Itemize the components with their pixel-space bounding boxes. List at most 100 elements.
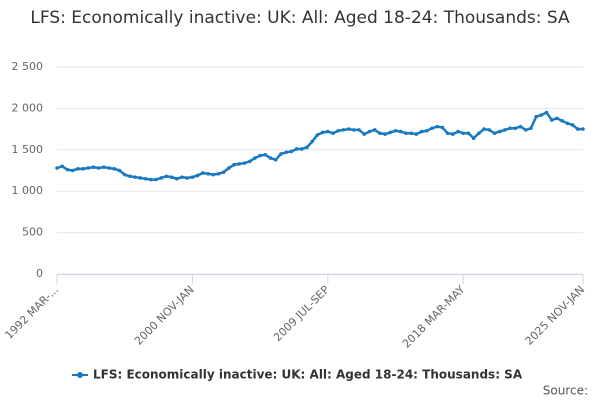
data-point <box>513 126 518 131</box>
data-point <box>190 175 195 179</box>
data-point <box>466 131 471 136</box>
data-point <box>122 172 127 177</box>
data-point <box>581 127 585 131</box>
data-point <box>362 132 367 136</box>
data-point <box>440 125 445 130</box>
data-point <box>346 127 351 131</box>
data-point <box>299 147 304 151</box>
data-point <box>253 156 257 160</box>
data-point <box>341 128 346 132</box>
data-point <box>393 128 398 133</box>
x-tick-label: 2009 JUL-SEP <box>271 283 332 344</box>
data-point <box>117 168 122 173</box>
data-point <box>96 166 101 170</box>
data-point <box>487 128 492 132</box>
data-point <box>570 123 575 127</box>
source-label: Source: <box>543 384 588 398</box>
data-point <box>128 174 132 179</box>
data-point <box>86 166 91 170</box>
data-point <box>477 131 481 136</box>
data-point <box>492 131 497 136</box>
y-tick-label: 1 500 <box>12 143 44 156</box>
data-point <box>216 172 221 176</box>
data-point <box>357 128 361 132</box>
data-point <box>575 127 580 131</box>
data-point <box>279 152 283 156</box>
data-point <box>503 128 507 132</box>
data-point <box>305 145 309 150</box>
y-tick-label: 500 <box>22 226 43 239</box>
data-point <box>55 166 59 170</box>
data-point <box>544 110 549 115</box>
data-point <box>185 176 189 180</box>
data-point <box>331 131 335 136</box>
data-point <box>227 166 231 170</box>
y-tick-label: 0 <box>36 267 43 280</box>
chart-title: LFS: Economically inactive: UK: All: Age… <box>30 8 570 28</box>
data-point <box>242 161 247 165</box>
data-point <box>404 131 408 136</box>
data-point <box>148 177 153 182</box>
data-point <box>388 130 393 135</box>
data-point <box>539 113 544 117</box>
data-point <box>508 126 512 131</box>
data-point <box>289 149 294 154</box>
data-point <box>263 152 268 157</box>
data-point <box>398 129 403 134</box>
data-point <box>565 121 570 126</box>
data-point <box>419 129 424 134</box>
data-point <box>461 131 466 136</box>
data-point <box>456 129 460 134</box>
data-point <box>154 177 158 182</box>
data-point <box>445 131 450 136</box>
data-point <box>497 129 502 134</box>
data-point <box>320 130 325 135</box>
data-point <box>81 167 85 171</box>
data-point <box>201 171 205 175</box>
data-point <box>65 167 70 172</box>
data-point <box>60 164 65 169</box>
data-point <box>352 128 356 132</box>
legend-label: LFS: Economically inactive: UK: All: Age… <box>93 368 523 382</box>
data-point <box>383 132 387 136</box>
y-tick-label: 2 000 <box>12 101 44 114</box>
data-point <box>112 167 117 171</box>
data-point <box>206 172 210 176</box>
data-point <box>211 172 216 177</box>
y-tick-label: 1 000 <box>12 184 44 197</box>
data-point <box>174 176 179 181</box>
legend-marker <box>77 372 83 378</box>
x-tick-label: 2000 NOV-JAN <box>132 283 197 348</box>
x-tick-label: 1992 MAR-... <box>2 283 61 342</box>
data-point <box>268 156 273 160</box>
data-point <box>482 127 486 131</box>
data-point <box>367 129 372 134</box>
data-point <box>326 129 330 134</box>
y-tick-label: 2 500 <box>12 60 44 73</box>
data-point <box>560 119 564 123</box>
data-point <box>310 139 314 144</box>
data-point <box>164 174 169 179</box>
data-point <box>529 126 533 131</box>
data-point <box>102 165 106 169</box>
data-point <box>195 173 200 178</box>
data-point <box>91 165 96 169</box>
data-point <box>451 132 455 136</box>
data-point <box>258 153 262 158</box>
data-point <box>336 128 341 133</box>
data-point <box>76 167 80 171</box>
data-point <box>107 166 111 170</box>
data-point <box>471 136 476 141</box>
data-point <box>378 131 382 136</box>
data-point <box>424 128 429 133</box>
data-point <box>284 150 288 155</box>
data-point <box>315 133 320 137</box>
data-point <box>180 175 184 179</box>
data-point <box>138 176 143 180</box>
data-point <box>435 124 439 129</box>
data-point <box>247 159 252 164</box>
data-point <box>430 126 434 131</box>
data-point <box>169 175 174 179</box>
